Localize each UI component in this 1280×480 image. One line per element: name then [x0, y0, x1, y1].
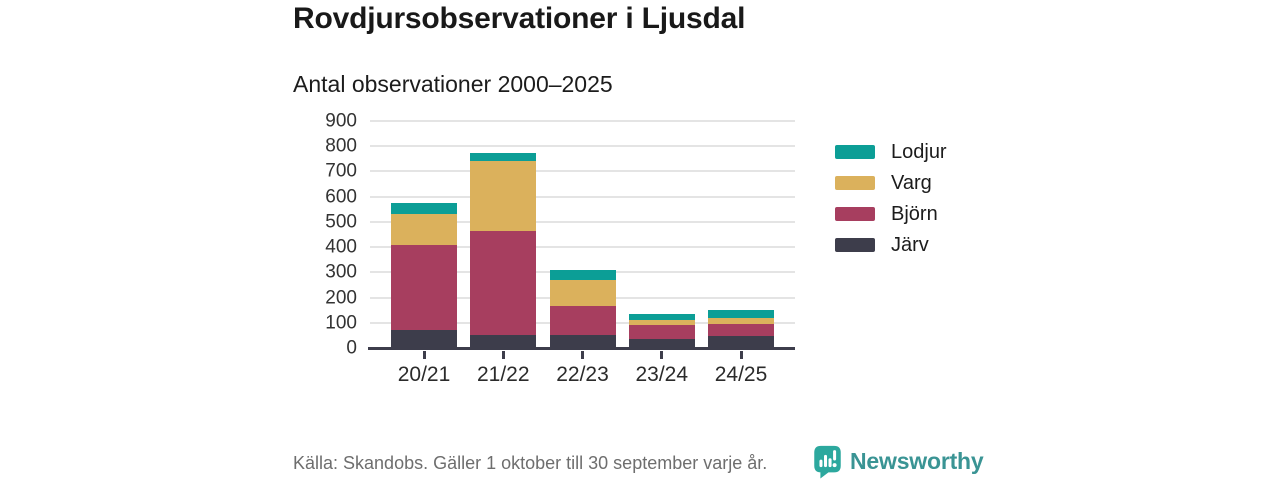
bar-segment-bj-rn [708, 323, 774, 336]
x-slot-22-23: 22/23 [550, 349, 616, 386]
newsworthy-logo: Newsworthy [812, 444, 984, 479]
bar-segment-j-rv [708, 335, 774, 348]
bar-segment-lodjur [628, 314, 695, 321]
x-tick-label-20-21: 20/21 [397, 363, 451, 386]
legend-swatch-j-rv [835, 237, 875, 252]
y-tick-label-600: 600 [325, 186, 357, 208]
legend-label-lodjur: Lodjur [891, 140, 947, 163]
x-tick [660, 351, 664, 359]
gridline-900 [370, 120, 795, 122]
y-tick-label-200: 200 [325, 287, 357, 309]
legend-label-varg: Varg [891, 171, 932, 194]
bar-segment-varg [470, 161, 537, 231]
legend-label-bj-rn: Björn [891, 202, 938, 225]
bar-segment-lodjur [549, 269, 616, 280]
chart-subtitle: Antal observationer 2000–2025 [293, 71, 613, 97]
gridline-600 [370, 195, 795, 198]
bar-24-25 [708, 121, 774, 348]
legend-swatch-bj-rn [835, 206, 875, 221]
bar-segment-varg [391, 214, 457, 245]
bar-22-23 [549, 121, 616, 348]
x-tick-label-21-22: 21/22 [476, 363, 530, 386]
x-tick [581, 351, 584, 359]
bar-segment-lodjur [391, 203, 457, 215]
x-tick-label-24-25: 24/25 [714, 363, 768, 386]
x-tick-label-22-23: 22/23 [556, 363, 609, 386]
x-tick-label-23-24: 23/24 [635, 363, 689, 386]
gridline-700 [370, 170, 795, 173]
y-tick-label-0: 0 [346, 337, 357, 359]
y-tick-label-500: 500 [325, 211, 357, 233]
legend-swatch-varg [835, 175, 875, 190]
bar-segment-j-rv [470, 335, 537, 348]
legend: Lodjur Varg Björn Järv [835, 141, 947, 265]
y-tick-label-800: 800 [325, 135, 357, 157]
gridline-800 [370, 145, 795, 148]
bar-segment-j-rv [628, 339, 695, 348]
bar-segment-lodjur [708, 310, 774, 318]
bars [370, 121, 795, 348]
y-tick-label-700: 700 [325, 160, 357, 182]
x-slot-20-21: 20/21 [391, 349, 457, 386]
y-tick-label-300: 300 [325, 261, 357, 283]
x-tick [501, 351, 505, 359]
bar-23-24 [628, 121, 695, 348]
bar-20-21 [391, 121, 457, 348]
bar-segment-lodjur [470, 153, 537, 162]
bar-segment-bj-rn [549, 306, 616, 336]
x-slot-21-22: 21/22 [470, 349, 536, 386]
gridline-400 [370, 246, 795, 249]
x-axis-labels: 20/21 21/22 22/23 23/24 24/25 [370, 349, 795, 386]
x-slot-23-24: 23/24 [629, 349, 695, 386]
bar-chart: 0 100 200 300 400 500 600 700 800 900 20/21 21/22 2… [325, 112, 795, 386]
y-tick-label-400: 400 [325, 236, 357, 258]
newsworthy-icon [812, 444, 843, 479]
legend-item-varg: Varg [835, 172, 947, 193]
chart-title: Rovdjursobservationer i Ljusdal [293, 2, 746, 35]
bar-21-22 [470, 121, 537, 348]
y-tick-label-100: 100 [325, 312, 357, 334]
x-tick [739, 351, 743, 359]
bar-segment-bj-rn [391, 244, 457, 331]
legend-item-bj-rn: Björn [835, 203, 947, 224]
bar-segment-bj-rn [628, 325, 695, 340]
legend-item-lodjur: Lodjur [835, 141, 947, 162]
bar-segment-j-rv [391, 330, 457, 348]
bar-segment-varg [708, 317, 774, 324]
bar-segment-varg [628, 320, 695, 326]
bar-segment-j-rv [549, 335, 616, 348]
source-note: Källa: Skandobs. Gäller 1 oktober till 3… [293, 453, 768, 473]
y-tick-label-900: 900 [325, 110, 357, 132]
x-slot-24-25: 24/25 [708, 349, 774, 386]
bar-segment-varg [549, 279, 616, 307]
legend-swatch-lodjur [835, 144, 875, 159]
newsworthy-wordmark: Newsworthy [850, 448, 984, 474]
x-tick [422, 351, 426, 359]
x-axis-line [368, 347, 795, 350]
gridline-500 [370, 220, 795, 223]
bar-segment-bj-rn [470, 230, 537, 336]
legend-label-j-rv: Järv [891, 233, 929, 256]
legend-item-j-rv: Järv [835, 234, 947, 255]
